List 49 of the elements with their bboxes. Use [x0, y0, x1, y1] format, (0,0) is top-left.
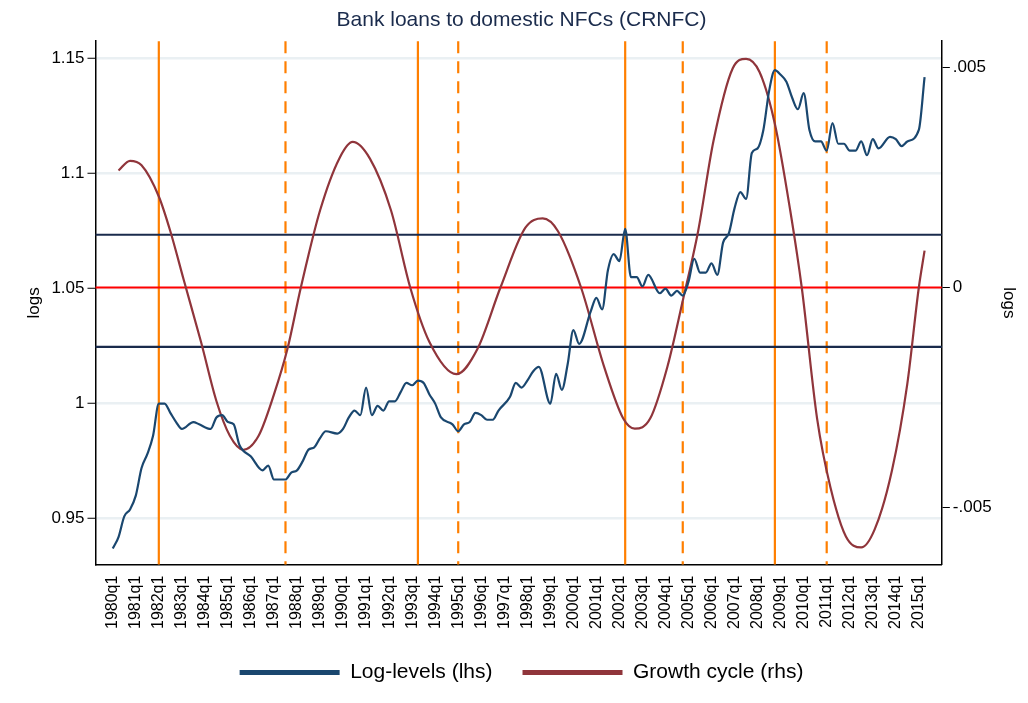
- y2-tick-label: -.005: [952, 497, 992, 517]
- x-tick-label: 2011q1: [817, 575, 835, 628]
- x-tick-label: 2004q1: [655, 575, 673, 629]
- x-tick-label: 2000q1: [563, 575, 581, 629]
- x-tick-label: 1998q1: [517, 575, 535, 629]
- x-tick-label: 2002q1: [609, 575, 627, 629]
- y2-tick-label: .005: [952, 57, 986, 77]
- x-tick-label: 1996q1: [471, 575, 489, 629]
- x-tick-label: 2005q1: [678, 575, 696, 629]
- x-tick-label: 1991q1: [356, 575, 374, 629]
- y-tick-label: 1.1: [60, 163, 85, 183]
- y-tick-label: 1: [75, 393, 85, 413]
- x-tick-label: 1995q1: [448, 575, 466, 629]
- x-tick-label: 1984q1: [195, 575, 213, 629]
- legend-label: Log-levels (lhs): [350, 659, 493, 683]
- legend-label: Growth cycle (rhs): [633, 659, 804, 683]
- x-tick-label: 2013q1: [863, 575, 881, 629]
- chart-title: Bank loans to domestic NFCs (CRNFC): [336, 7, 707, 31]
- y-tick-label: 0.95: [51, 508, 85, 528]
- x-tick-label: 2015q1: [909, 575, 927, 629]
- y-tick-label: 1.15: [51, 48, 85, 68]
- x-tick-label: 2008q1: [748, 575, 766, 629]
- x-tick-label: 1982q1: [149, 575, 167, 629]
- x-tick-label: 1988q1: [287, 575, 305, 629]
- x-tick-label: 1993q1: [402, 575, 420, 629]
- x-tick-label: 1980q1: [103, 575, 121, 629]
- x-tick-label: 1981q1: [126, 575, 144, 629]
- x-tick-label: 1999q1: [540, 575, 558, 629]
- y-tick-label: 1.05: [51, 278, 85, 298]
- x-tick-label: 1990q1: [333, 575, 351, 629]
- x-tick-label: 2012q1: [840, 575, 858, 629]
- y2-tick-label: 0: [952, 277, 963, 297]
- x-tick-label: 2010q1: [794, 575, 812, 629]
- x-tick-label: 2007q1: [724, 575, 742, 629]
- x-tick-label: 1994q1: [425, 575, 443, 629]
- x-tick-label: 1983q1: [172, 575, 190, 629]
- y2-axis-title: logs: [1000, 287, 1020, 319]
- x-tick-label: 2006q1: [701, 575, 719, 629]
- x-tick-label: 1992q1: [379, 575, 397, 629]
- x-tick-label: 2014q1: [886, 575, 904, 629]
- x-tick-label: 1986q1: [241, 575, 259, 629]
- x-tick-label: 1989q1: [310, 575, 328, 629]
- x-tick-label: 1987q1: [264, 575, 282, 629]
- x-tick-label: 2003q1: [632, 575, 650, 629]
- y-axis-title: logs: [23, 287, 43, 319]
- x-tick-label: 2009q1: [771, 575, 789, 629]
- x-tick-label: 1997q1: [494, 575, 512, 629]
- x-tick-label: 1985q1: [218, 575, 236, 629]
- x-tick-label: 2001q1: [586, 575, 604, 629]
